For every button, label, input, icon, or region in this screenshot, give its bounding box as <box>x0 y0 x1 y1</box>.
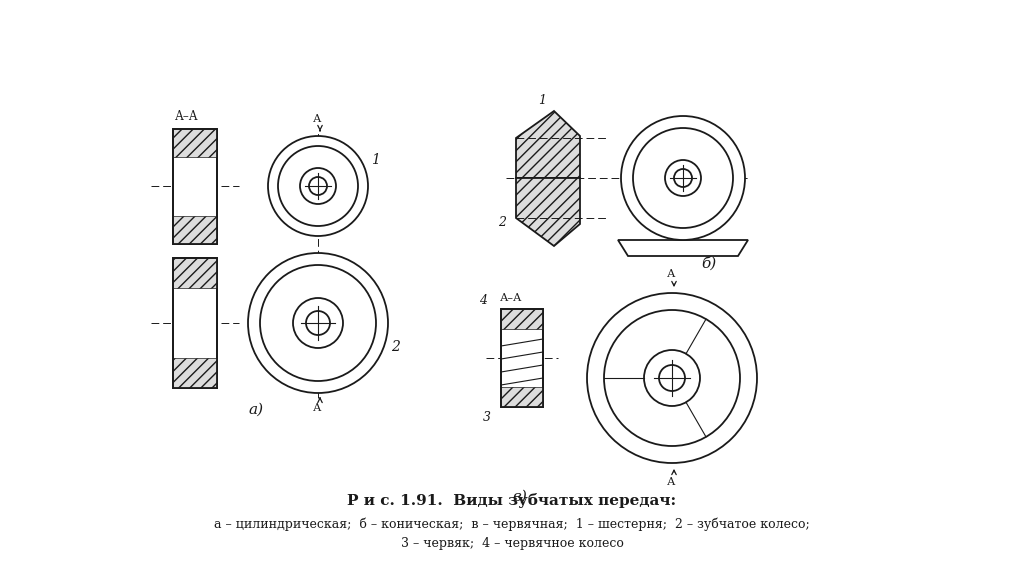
Circle shape <box>633 128 733 228</box>
Circle shape <box>665 160 701 196</box>
Circle shape <box>659 365 685 391</box>
Bar <box>501 387 543 407</box>
Bar <box>173 258 217 288</box>
Text: 2: 2 <box>391 340 400 354</box>
Bar <box>173 128 217 244</box>
Bar <box>173 128 217 244</box>
Text: А: А <box>667 477 676 487</box>
Text: 1: 1 <box>538 94 546 107</box>
Text: 2: 2 <box>498 216 506 229</box>
Text: б): б) <box>701 257 716 271</box>
Text: в): в) <box>512 490 527 504</box>
Text: А: А <box>313 114 322 124</box>
Bar <box>173 128 217 157</box>
Circle shape <box>644 350 700 406</box>
Text: а): а) <box>248 403 263 417</box>
Bar <box>501 309 543 329</box>
Circle shape <box>260 265 376 381</box>
Text: А: А <box>667 269 676 279</box>
Polygon shape <box>618 240 748 256</box>
Text: А: А <box>313 403 322 413</box>
Bar <box>173 215 217 244</box>
Bar <box>501 309 543 407</box>
Circle shape <box>309 177 327 195</box>
Text: 3 – червяк;  4 – червячное колесо: 3 – червяк; 4 – червячное колесо <box>400 537 624 551</box>
Circle shape <box>674 169 692 187</box>
Circle shape <box>293 298 343 348</box>
Circle shape <box>300 168 336 204</box>
Polygon shape <box>516 178 580 246</box>
Text: а – цилиндрическая;  б – коническая;  в – червячная;  1 – шестерня;  2 – зубчато: а – цилиндрическая; б – коническая; в – … <box>214 517 810 530</box>
Text: 1: 1 <box>371 153 380 167</box>
Text: А–А: А–А <box>175 111 199 123</box>
Circle shape <box>587 293 757 463</box>
Text: А–А: А–А <box>500 293 522 303</box>
Text: 4: 4 <box>479 294 487 307</box>
Circle shape <box>621 116 745 240</box>
Text: Р и с. 1.91.  Виды зубчатых передач:: Р и с. 1.91. Виды зубчатых передач: <box>347 494 677 509</box>
Circle shape <box>604 310 740 446</box>
Circle shape <box>248 253 388 393</box>
Bar <box>173 258 217 388</box>
Text: 3: 3 <box>483 411 490 424</box>
Bar <box>501 309 543 407</box>
Circle shape <box>268 136 368 236</box>
Circle shape <box>278 146 358 226</box>
Circle shape <box>306 311 330 335</box>
Bar <box>173 358 217 388</box>
Bar <box>173 258 217 388</box>
Polygon shape <box>516 111 580 178</box>
